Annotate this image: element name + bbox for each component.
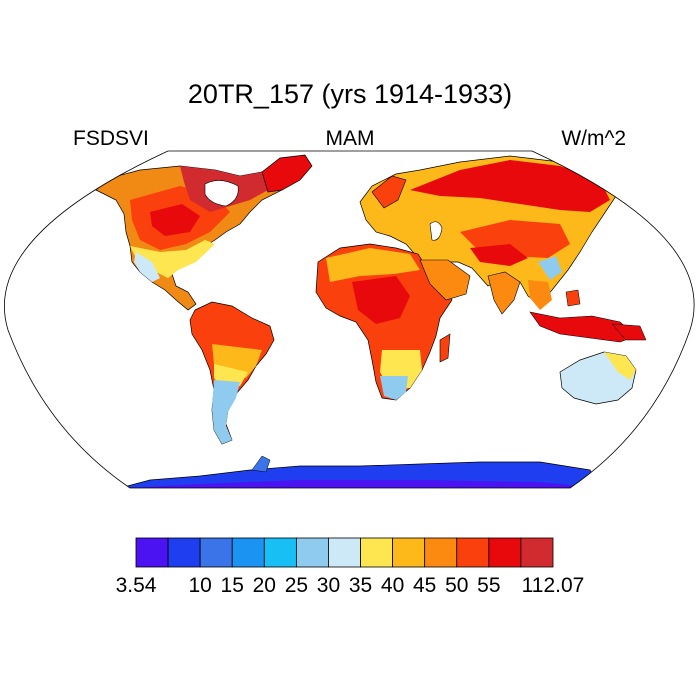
colorbar-tick-label: 40 bbox=[380, 574, 405, 597]
colorbar-swatch bbox=[135, 537, 169, 568]
sahara-north bbox=[326, 248, 420, 282]
colorbar-swatch bbox=[488, 537, 522, 568]
colorbar-tick-label: 55 bbox=[477, 574, 501, 597]
colorbar-tick-label: 10 bbox=[188, 574, 212, 597]
southeast-asia bbox=[528, 280, 552, 310]
colorbar-swatch bbox=[424, 537, 458, 568]
madagascar bbox=[439, 333, 451, 363]
north-america-hotspot bbox=[150, 204, 200, 236]
colorbar-tick-label: 50 bbox=[445, 574, 469, 597]
colorbar-swatch bbox=[360, 537, 394, 568]
east-asia-blue bbox=[538, 256, 562, 280]
africa-south-blue bbox=[380, 376, 408, 400]
central-africa-hot bbox=[352, 276, 410, 324]
colorbar-tick-label: 30 bbox=[316, 574, 341, 597]
colorbar-tick-label: 45 bbox=[413, 574, 437, 597]
mexico-blue bbox=[134, 252, 160, 282]
colorbar-tick-label: 35 bbox=[348, 574, 373, 597]
units-label: W/m^2 bbox=[561, 127, 626, 150]
india bbox=[487, 271, 521, 315]
philippines bbox=[565, 289, 581, 307]
colorbar-swatch bbox=[456, 537, 490, 568]
hudson-bay bbox=[204, 180, 239, 207]
colorbar-tick-label: 3.54 bbox=[115, 574, 157, 597]
antarctic-peninsula bbox=[251, 455, 271, 473]
colorbar-tick-label: 15 bbox=[220, 574, 244, 597]
map-title: 20TR_157 (yrs 1914-1933) bbox=[187, 79, 513, 109]
variable-label: FSDSVI bbox=[73, 127, 149, 150]
eurasia-north bbox=[410, 160, 610, 212]
colorbar-swatch bbox=[520, 537, 554, 568]
colorbar-swatch bbox=[231, 537, 265, 568]
greenland bbox=[261, 154, 313, 193]
colorbar-tick-label: 112.07 bbox=[521, 574, 585, 597]
colorbar-swatch bbox=[263, 537, 297, 568]
map-frame bbox=[4, 150, 695, 489]
tibet bbox=[470, 244, 528, 266]
australia-coast-yellow bbox=[604, 352, 636, 380]
colorbar-swatch bbox=[199, 537, 233, 568]
season-label: MAM bbox=[325, 127, 375, 150]
colorbar-swatch bbox=[295, 537, 329, 568]
scandinavia bbox=[371, 175, 407, 209]
colorbar-tick-label: 25 bbox=[284, 574, 309, 597]
antarctica-south bbox=[130, 480, 600, 488]
colorbar-swatch bbox=[392, 537, 426, 568]
colorbar-swatch bbox=[328, 537, 361, 568]
new-guinea bbox=[611, 323, 647, 341]
colorbar-tick-label: 20 bbox=[252, 574, 276, 597]
caspian bbox=[429, 221, 443, 241]
south-america-south bbox=[212, 380, 240, 444]
arabia bbox=[419, 259, 471, 301]
colorbar-swatch bbox=[167, 537, 201, 568]
